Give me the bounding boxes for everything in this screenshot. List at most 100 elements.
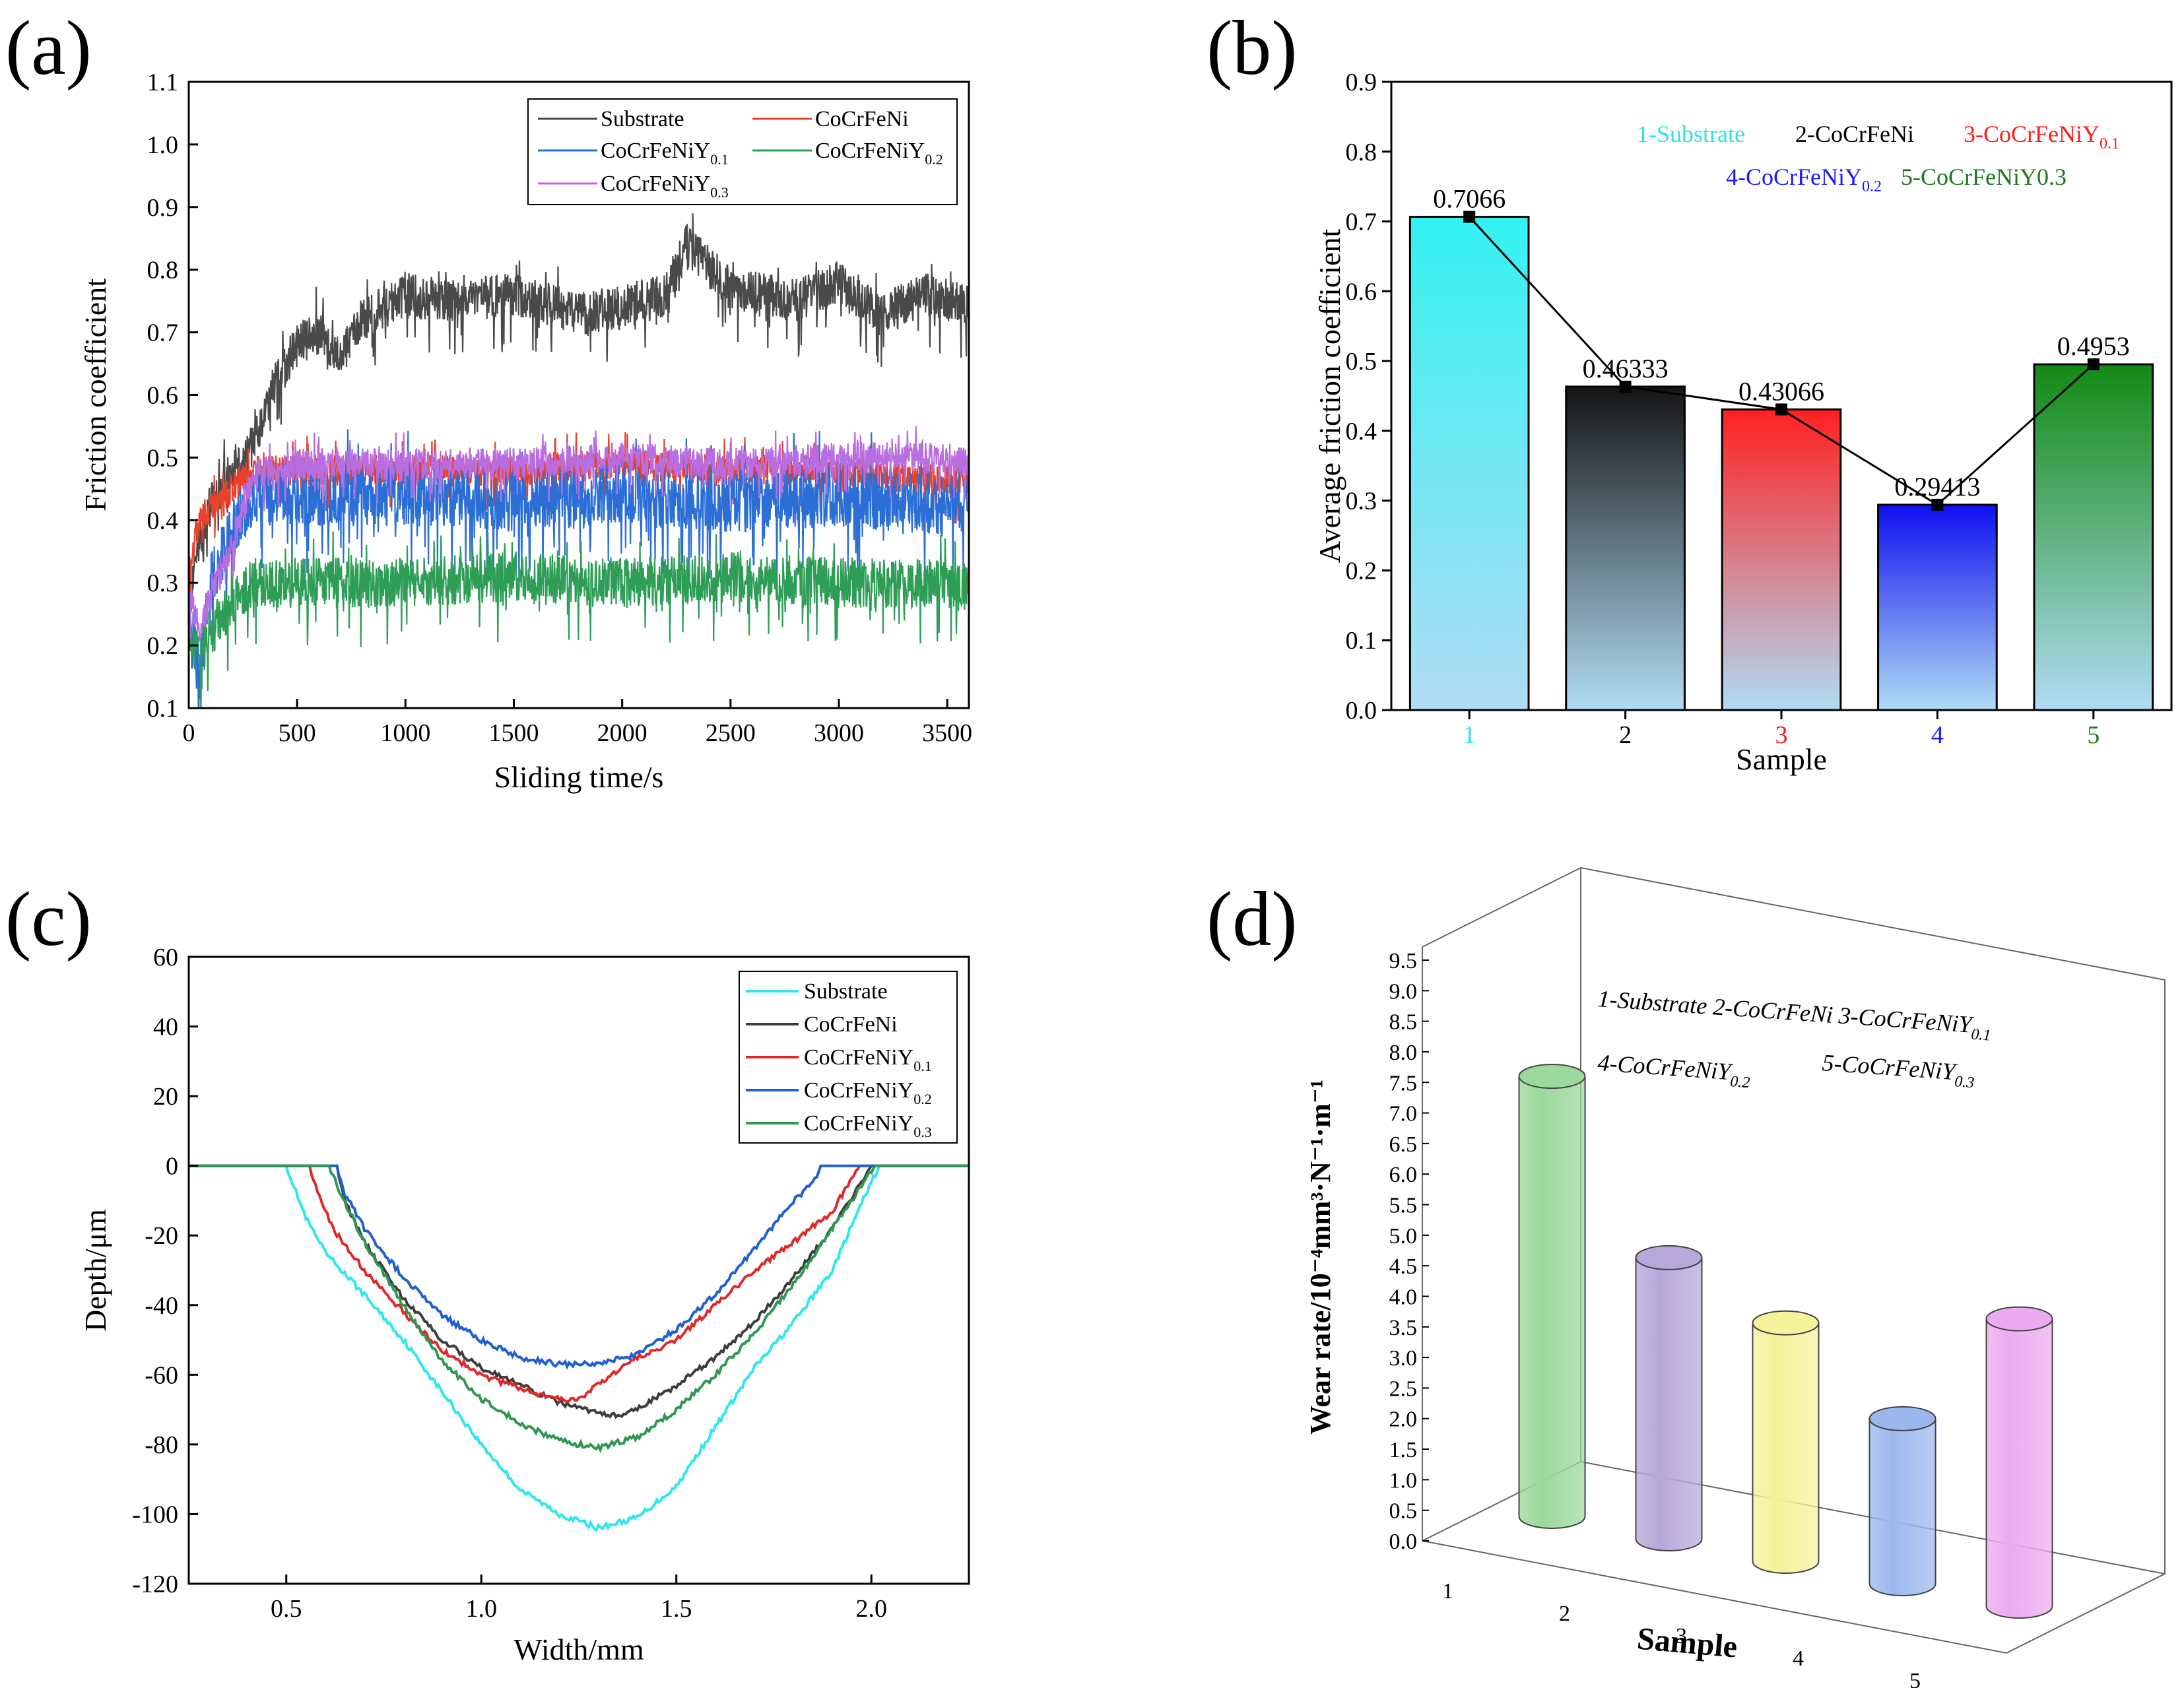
bar-value-label-b-3: 0.29413: [1894, 472, 1980, 502]
y-tick-label-b: 0.7: [1346, 209, 1377, 236]
y-tick-label-c: -60: [145, 1361, 178, 1389]
y-tick-label-d: 2.5: [1389, 1377, 1418, 1401]
legend-label-c-0-text: Substrate: [804, 979, 888, 1004]
legend-entry-b-0-1-text: 2-CoCrFeNi: [1795, 121, 1914, 147]
trend-marker-b-1: [1619, 380, 1632, 393]
cylinder-top-d-0: [1518, 1064, 1586, 1089]
y-tick-label-d: 5.0: [1389, 1224, 1418, 1249]
x-tick-label-a: 3500: [922, 719, 972, 747]
bar-value-label-b-1: 0.46333: [1583, 354, 1669, 383]
legend-label-a-1-text: CoCrFeNi: [815, 107, 909, 131]
y-tick-label-b: 0.9: [1346, 69, 1377, 96]
x-tick-label-a: 0: [183, 719, 195, 747]
legend-entry-d-0-0-subscript: 0.1: [1971, 1026, 1992, 1045]
trend-marker-b-4: [2087, 358, 2100, 371]
legend-entry-b-0-0-text: 1-Substrate: [1637, 121, 1745, 147]
x-axis-title-c: Width/mm: [513, 1633, 644, 1666]
y-tick-label-c: 20: [153, 1083, 178, 1111]
cylinder-top-d-1: [1635, 1245, 1703, 1270]
cylinder-top-d-3: [1869, 1406, 1936, 1431]
legend-box-a: [527, 98, 958, 205]
bar-b-2: [1721, 408, 1842, 711]
trend-marker-b-2: [1775, 403, 1787, 416]
y-tick-label-b: 0.1: [1346, 627, 1377, 655]
series-line-a-4: [189, 426, 969, 642]
y-tick-label-d: 6.5: [1389, 1132, 1418, 1157]
panel-label-c: (c): [5, 876, 92, 962]
cylinder-body-d-4: [1985, 1318, 2053, 1619]
trend-marker-b-0: [1463, 211, 1476, 223]
legend-label-c-4-subscript: 0.3: [913, 1124, 932, 1140]
x-tick-label-a: 2000: [597, 719, 647, 747]
legend-entry-d-1-1-subscript: 0.3: [1954, 1073, 1975, 1091]
legend-label-a-4: CoCrFeNiY0.3: [601, 172, 729, 201]
y-tick-label-b: 0.3: [1346, 488, 1377, 515]
cylinder-body-d-3: [1869, 1417, 1936, 1596]
legend-label-a-1: CoCrFeNi: [815, 107, 909, 131]
legend-label-c-4-text: CoCrFeNiY: [804, 1111, 913, 1136]
legend-label-c-3-text: CoCrFeNiY: [804, 1078, 913, 1103]
x-tick-label-b: 2: [1619, 721, 1632, 749]
x-tick-label-d: 3: [1676, 1624, 1687, 1648]
x-tick-label-b: 5: [2087, 721, 2100, 749]
legend-label-a-4-subscript: 0.3: [710, 184, 729, 201]
y-tick-label-d: 8.0: [1389, 1041, 1418, 1065]
y-axis-title-c: Depth/μm: [79, 1209, 112, 1332]
legend-label-a-2-text: CoCrFeNiY: [601, 139, 710, 163]
bar-b-0: [1408, 216, 1530, 711]
bar-b-3: [1877, 503, 1998, 711]
profile-line-c-0: [189, 1164, 969, 1532]
x-tick-label-d: 2: [1559, 1602, 1570, 1626]
x-tick-label-c: 0.5: [271, 1595, 302, 1623]
x-tick-label-c: 1.0: [466, 1595, 498, 1623]
bar-value-label-b-0: 0.7066: [1433, 184, 1506, 214]
legend-label-a-0: Substrate: [601, 107, 684, 131]
legend-label-c-3-subscript: 0.2: [913, 1091, 932, 1107]
y-tick-label-d: 0.0: [1389, 1530, 1418, 1554]
y-tick-label-d: 7.5: [1389, 1071, 1418, 1095]
y-tick-label-c: 60: [153, 944, 178, 971]
y-tick-label-b: 0.8: [1346, 139, 1377, 166]
panel-label-a: (a): [5, 5, 92, 91]
x-tick-label-c: 1.5: [661, 1595, 692, 1623]
x-axis-title-d: Sample: [1636, 1621, 1738, 1665]
y-tick-label-d: 4.0: [1389, 1285, 1418, 1309]
y-tick-label-b: 0.2: [1346, 557, 1377, 585]
profile-line-c-3: [189, 1164, 969, 1370]
y-axis-title-a: Friction coefficient: [79, 278, 112, 511]
legend-entry-b-1-1: 5-CoCrFeNiY0.3: [1901, 164, 2067, 190]
bar-value-label-b-2: 0.43066: [1738, 376, 1824, 406]
cylinder-top-d-4: [1985, 1306, 2053, 1332]
y-tick-label-c: -40: [145, 1292, 178, 1320]
x-tick-label-a: 3000: [814, 719, 864, 747]
y-tick-label-a: 1.1: [147, 69, 179, 96]
legend-entry-b-1-0: 4-CoCrFeNiY0.2: [1726, 164, 1882, 195]
y-tick-label-d: 9.5: [1389, 949, 1418, 973]
y-tick-label-d: 8.5: [1389, 1010, 1418, 1035]
y-tick-label-d: 0.5: [1389, 1499, 1418, 1524]
cylinder-top-d-2: [1752, 1310, 1820, 1336]
y-tick-label-d: 3.5: [1389, 1316, 1418, 1340]
chart-b: 0.7066 0.46333 0.43066 0.29413 0.4953 0.0 0.1 0…: [1313, 69, 2173, 776]
y-tick-label-a: 0.7: [147, 319, 179, 347]
cylinder-body-d-0: [1518, 1076, 1586, 1529]
legend-label-a-4-text: CoCrFeNiY: [601, 172, 710, 196]
y-axis-title-d: Wear rate/10⁻⁴mm³·N⁻¹·m⁻¹: [1304, 1080, 1337, 1435]
y-tick-label-d: 9.0: [1389, 979, 1418, 1004]
x-tick-label-b: 3: [1775, 721, 1788, 749]
x-tick-label-a: 2500: [706, 719, 756, 747]
plot-frame-c: [187, 956, 970, 1585]
legend-label-c-2: CoCrFeNiY0.1: [804, 1045, 932, 1074]
y-tick-label-a: 0.3: [147, 569, 179, 597]
legend-entry-d-0-0: 1-Substrate 2-CoCrFeNi 3-CoCrFeNiY0.1: [1597, 985, 1993, 1045]
y-tick-label-a: 0.8: [147, 257, 179, 284]
chart-c: 0.5 1.0 1.5 2.0 -120 -100 -80 -60 -40 -20 0 20 40 60 W…: [79, 944, 970, 1666]
legend-entry-b-1-0-text: 4-CoCrFeNiY: [1726, 164, 1862, 190]
y-tick-label-d: 1.5: [1389, 1438, 1418, 1462]
y-tick-label-a: 0.1: [147, 695, 179, 723]
series-line-a-0: [189, 213, 969, 636]
panel-label-b: (b): [1207, 5, 1298, 91]
panel-label-d: (d): [1207, 876, 1298, 962]
profile-line-c-2: [189, 1164, 969, 1403]
y-tick-label-a: 0.2: [147, 632, 179, 660]
